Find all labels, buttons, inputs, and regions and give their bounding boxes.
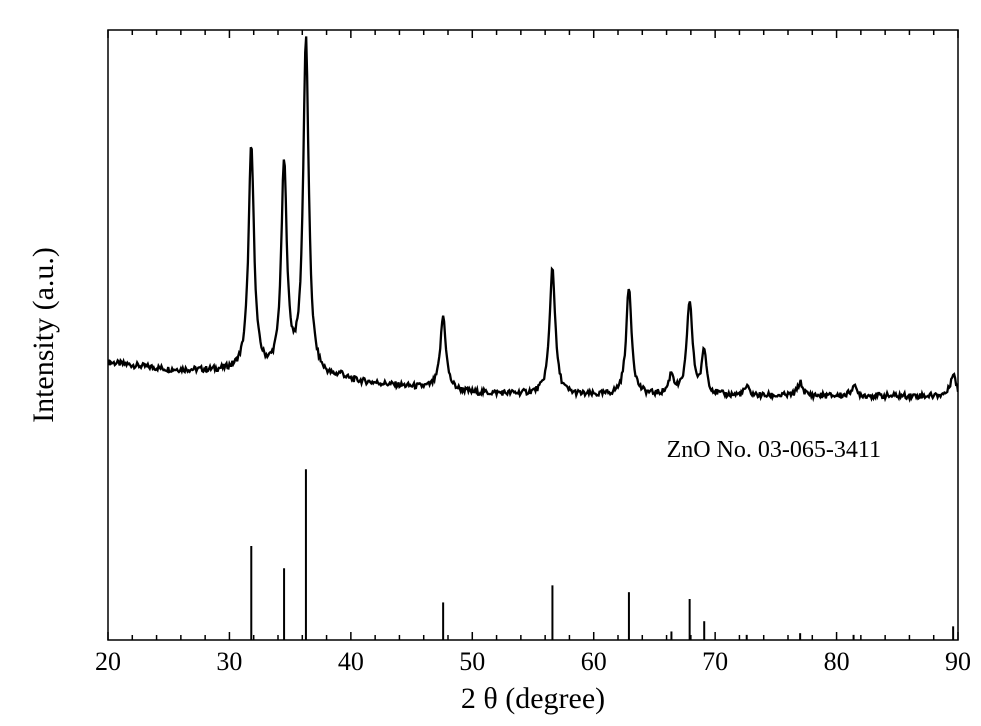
svg-text:70: 70 xyxy=(702,647,728,676)
svg-text:2 θ (degree): 2 θ (degree) xyxy=(461,682,605,715)
svg-text:30: 30 xyxy=(216,647,242,676)
svg-text:Intensity (a.u.): Intensity (a.u.) xyxy=(27,247,60,423)
svg-text:ZnO No. 03-065-3411: ZnO No. 03-065-3411 xyxy=(667,437,881,463)
svg-text:60: 60 xyxy=(581,647,607,676)
xrd-plot-svg: 20 30 40 50 60 70 80 90 ZnO No. 03-065-3411 2 θ (… xyxy=(0,0,981,726)
svg-text:20: 20 xyxy=(95,647,121,676)
svg-text:90: 90 xyxy=(945,647,971,676)
svg-text:80: 80 xyxy=(824,647,850,676)
svg-text:40: 40 xyxy=(338,647,364,676)
xrd-chart: 20 30 40 50 60 70 80 90 ZnO No. 03-065-3411 2 θ (… xyxy=(0,0,981,726)
svg-text:50: 50 xyxy=(459,647,485,676)
